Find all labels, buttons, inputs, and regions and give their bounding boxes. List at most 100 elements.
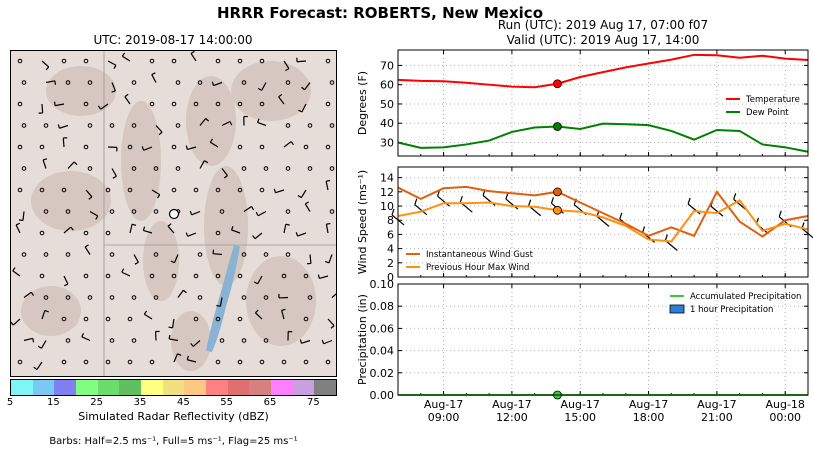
y-tick-label: 0.04 xyxy=(370,345,395,358)
timeseries-wind-barb xyxy=(414,198,428,216)
current-time-marker xyxy=(553,122,562,131)
wind-barb-staff xyxy=(283,141,292,148)
wind-barb xyxy=(273,188,285,194)
wind-barb-staff xyxy=(107,60,117,66)
wind-barb xyxy=(111,82,116,93)
wind-barb-staff xyxy=(171,318,175,328)
y-tick-label: 0.10 xyxy=(370,278,395,291)
wind-barb-flag xyxy=(142,226,146,231)
colorbar-tick-label: 35 xyxy=(133,397,147,408)
calm-wind-marker xyxy=(127,187,133,193)
wind-barb xyxy=(190,340,201,347)
calm-wind-marker xyxy=(21,123,27,128)
panel-frame xyxy=(397,49,809,157)
wind-barb xyxy=(151,72,157,83)
y-axis-label: Degrees (F) xyxy=(356,71,369,135)
calm-wind-marker xyxy=(153,252,159,257)
calm-wind-marker xyxy=(285,209,291,214)
colorbar-tick-label: 65 xyxy=(263,397,277,408)
wind-barb xyxy=(287,330,293,341)
calm-wind-marker xyxy=(197,295,203,300)
wind-barb xyxy=(278,293,289,299)
wind-barb-staff xyxy=(275,189,285,194)
calm-wind-marker xyxy=(259,58,265,64)
wind-barb xyxy=(143,310,153,320)
wind-barb xyxy=(221,120,233,127)
current-time-marker xyxy=(553,205,562,215)
wind-barb-staff xyxy=(199,160,205,169)
wind-barb xyxy=(107,60,117,70)
wind-barb xyxy=(243,115,248,126)
wind-barb-flag xyxy=(297,194,302,199)
calm-wind-marker xyxy=(263,338,269,343)
panel-background xyxy=(398,50,808,156)
wind-barb-staff xyxy=(281,310,285,320)
wind-barb-flag xyxy=(81,332,85,338)
wind-barb xyxy=(155,330,160,341)
timeseries-wind-barb xyxy=(505,192,519,210)
colorbar-swatch xyxy=(32,380,55,395)
calm-wind-marker xyxy=(241,252,247,257)
calm-wind-marker xyxy=(131,295,137,300)
map-canvas xyxy=(11,51,336,376)
wind-barb-flag xyxy=(256,118,260,123)
wind-barb-staff xyxy=(40,340,47,349)
wind-barb-flag xyxy=(285,223,290,226)
wind-barb-flag xyxy=(95,215,99,220)
wind-barb-staff xyxy=(199,118,207,126)
wind-barb xyxy=(190,51,197,62)
wind-barb xyxy=(141,146,153,151)
calm-wind-marker xyxy=(105,316,111,322)
calm-wind-marker xyxy=(131,80,137,85)
wind-barb-flag xyxy=(255,211,259,217)
calm-wind-marker xyxy=(65,295,71,300)
wind-barb-staff xyxy=(12,318,21,326)
forecast-map xyxy=(10,50,337,377)
wind-barb-staff xyxy=(190,53,197,62)
wind-barb xyxy=(37,340,47,349)
y-tick-label: 0.00 xyxy=(370,389,395,402)
wind-barb-staff xyxy=(187,232,197,237)
wind-barb-flag xyxy=(257,87,262,91)
calm-wind-marker xyxy=(259,187,265,193)
calm-wind-marker xyxy=(87,166,93,171)
wind-barb-staff xyxy=(331,293,336,298)
wind-barb xyxy=(199,118,210,126)
calm-wind-marker xyxy=(43,123,49,128)
wind-barb xyxy=(230,226,241,234)
calm-wind-marker xyxy=(263,166,269,171)
calm-wind-marker xyxy=(193,316,199,322)
x-tick-label: 15:00 xyxy=(564,411,596,424)
y-tick-label: 10 xyxy=(380,200,394,213)
wind-barb-flag xyxy=(304,201,310,205)
current-time-marker xyxy=(553,187,562,197)
wind-barb-flag xyxy=(298,109,303,113)
calm-wind-marker xyxy=(303,359,309,365)
wind-barb-staff xyxy=(85,189,93,198)
wind-barb-staff xyxy=(111,82,116,92)
wind-barb-staff xyxy=(63,275,69,285)
wind-barb-flag xyxy=(32,338,35,343)
wind-barb-flag xyxy=(168,334,171,340)
wind-barb-staff xyxy=(84,246,91,255)
wind-barb xyxy=(89,210,99,220)
wind-barb-staff xyxy=(143,229,153,234)
wind-barb-flag xyxy=(167,223,172,227)
wind-barb xyxy=(63,275,69,287)
calm-wind-marker xyxy=(149,273,155,279)
calm-wind-marker xyxy=(171,273,177,279)
calm-wind-marker xyxy=(43,295,49,300)
calm-wind-marker xyxy=(263,295,269,300)
calm-wind-marker xyxy=(149,359,155,365)
barb-flag xyxy=(550,197,555,204)
wind-barb-flag xyxy=(70,226,74,231)
barb-flag xyxy=(414,198,418,205)
x-tick-label: 00:00 xyxy=(769,411,801,424)
wind-barb-flag xyxy=(15,222,20,226)
wind-barb-staff xyxy=(187,359,197,363)
wind-barb xyxy=(209,138,219,148)
calm-wind-marker xyxy=(83,101,89,107)
wind-barb-staff xyxy=(328,254,333,264)
x-tick-label: 12:00 xyxy=(496,411,528,424)
barb-staff xyxy=(596,215,610,227)
